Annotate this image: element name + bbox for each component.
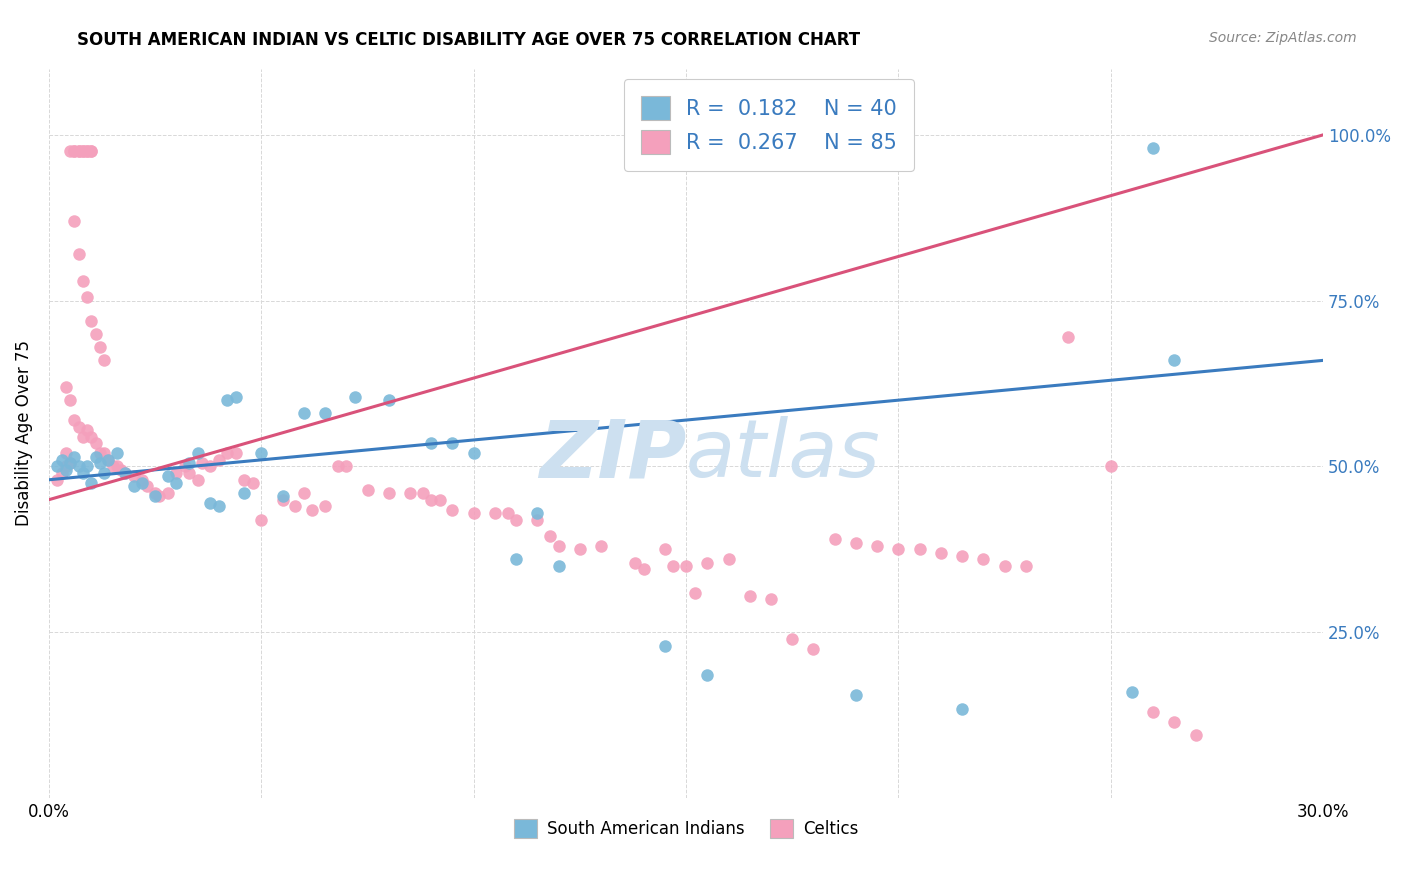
Text: atlas: atlas [686,417,880,494]
Text: SOUTH AMERICAN INDIAN VS CELTIC DISABILITY AGE OVER 75 CORRELATION CHART: SOUTH AMERICAN INDIAN VS CELTIC DISABILI… [77,31,860,49]
Legend: South American Indians, Celtics: South American Indians, Celtics [508,812,865,845]
Text: ZIP: ZIP [538,417,686,494]
Y-axis label: Disability Age Over 75: Disability Age Over 75 [15,341,32,526]
Text: Source: ZipAtlas.com: Source: ZipAtlas.com [1209,31,1357,45]
